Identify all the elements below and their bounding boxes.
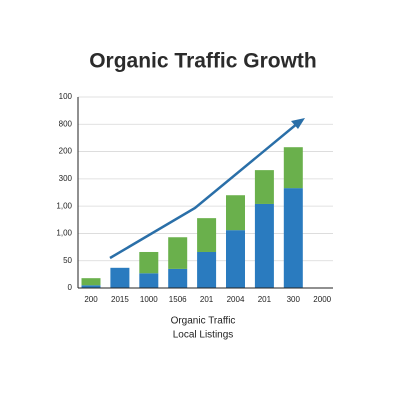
y-tick-label: 50	[63, 256, 72, 265]
plot: 0 50 1,00 1,00 300 200 800 100 200 2015 1000 1506 20…	[56, 92, 333, 304]
bar-segment	[110, 267, 130, 288]
x-tick-label: 200	[84, 295, 98, 304]
y-tick-label: 800	[59, 119, 73, 128]
bar-segment	[81, 285, 101, 288]
bar-segment	[168, 237, 188, 269]
x-tick-label: 201	[258, 295, 272, 304]
y-tick-label: 1,00	[56, 229, 72, 238]
x-tick-label: 201	[200, 295, 214, 304]
bar-segment	[283, 188, 303, 288]
y-tick-label: 1,00	[56, 201, 72, 210]
bar-segment	[254, 170, 274, 204]
x-tick-label: 1000	[140, 295, 158, 304]
bar-segment	[81, 278, 101, 286]
bar-segment	[197, 218, 217, 252]
bar-segment	[226, 195, 245, 231]
y-tick-label: 200	[59, 147, 73, 156]
bar-segment	[139, 251, 159, 274]
x-tick-label: 2004	[227, 295, 245, 304]
arrow-head	[291, 118, 305, 129]
legend-entry: Organic Traffic	[171, 316, 236, 327]
bar-segment	[254, 203, 274, 288]
bar-segment	[139, 273, 159, 288]
x-tick-label: 1506	[169, 295, 187, 304]
bar-segment	[283, 147, 303, 189]
bar-segment	[168, 268, 188, 288]
trend-arrow	[109, 122, 299, 260]
x-tick-label: 2015	[111, 295, 129, 304]
x-tick-label: 2000	[313, 295, 331, 304]
legend-entry: Local Listings	[173, 330, 234, 341]
bar-segment	[226, 230, 245, 288]
y-tick-label: 100	[59, 92, 73, 101]
y-tick-label: 0	[68, 283, 73, 292]
x-tick-label: 300	[287, 295, 301, 304]
bar-segment	[197, 251, 217, 288]
chart-title: Organic Traffic Growth	[89, 50, 317, 73]
y-tick-label: 300	[59, 174, 73, 183]
